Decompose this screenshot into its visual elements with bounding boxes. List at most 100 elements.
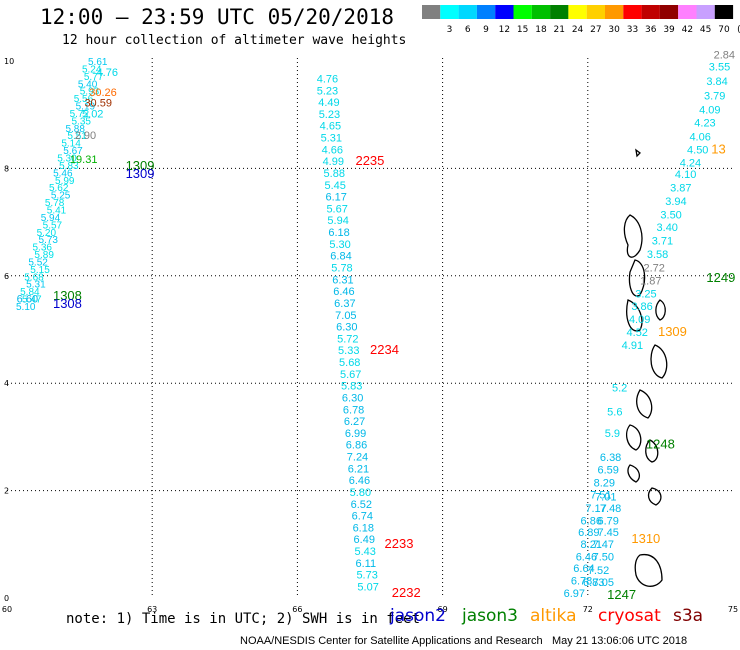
wave-height-value: 5.67 [340,369,361,381]
wave-height-value: 7.47 [593,539,614,551]
colorbar-swatch [659,5,679,19]
wave-height-value: 5.45 [325,180,346,192]
colorbar-swatch [714,5,734,19]
lat-lon-grid [7,58,733,598]
atoll-outline [636,389,653,419]
lon-tick-label: 60 [2,605,12,614]
west-track-mark: 5.35 [72,116,92,127]
atoll-outline [635,148,641,158]
colorbar-swatch [696,5,715,19]
wave-height-value: 4.76 [317,73,338,85]
wave-height-value: 4.65 [320,121,341,133]
wave-height-value: 3.94 [665,196,686,208]
legend-cryosat: cryosat [598,606,661,626]
wave-height-value: 7.05 [335,310,356,322]
wave-height-value: 6.78 [571,576,592,588]
legend-s3a: s3a [673,606,704,626]
wave-height-value: 6.38 [600,452,621,464]
west-track-mark: 5.68 [24,272,44,283]
page-title: 12:00 – 23:59 UTC 05/20/2018 [40,5,395,29]
west-track-mark: 5.77 [84,72,104,83]
wave-height-value: 4.50 [687,144,708,156]
wave-height-value: 5.78 [331,263,352,275]
colorbar-swatch [495,5,514,19]
legend-jason3: jason3 [462,606,518,626]
lat-tick-label: 2 [4,487,9,496]
wave-height-value: 5.88 [324,168,345,180]
wave-height-value: 5.6 [607,406,622,418]
wave-height-value: 4.23 [694,118,715,130]
wave-height-value: 7.01 [595,491,616,503]
wave-height-value: 3.50 [660,209,681,221]
wave-height-value: 1.87 [640,275,661,287]
atoll-outline [628,259,646,297]
west-track-mark: 5.41 [47,205,67,216]
colorbar-label: 9 [483,25,489,35]
wave-height-value: 6.30 [342,392,363,404]
atoll-outline [655,299,666,321]
west-track-mark: 5.67 [63,146,83,157]
wave-height-value: 6.86 [581,515,602,527]
west-track-mark: 5.24 [82,64,102,75]
west-track-mark: 5.89 [34,250,54,261]
wave-height-value: 5.07 [357,581,378,593]
wave-height-value: 3.40 [657,222,678,234]
colorbar-label: 24 [572,25,584,35]
west-track-mark: 5.94 [41,213,61,224]
colorbar-swatch [678,5,697,19]
pass-time-label: 2232 [392,585,421,600]
colorbar-swatch [550,5,569,19]
wave-height-value: 4.10 [675,169,696,181]
west-track-mark: 5.31 [26,280,46,291]
west-track-mark: 5.30 [57,154,77,165]
wave-height-value: 4.06 [689,131,710,143]
pass-time-label: 1309 [658,324,687,339]
west-track-mark: 5.93 [80,87,100,98]
colorbar-label: 27 [590,25,601,35]
west-track-mark: 5.20 [37,228,57,239]
wave-height-value: 3.79 [704,91,725,103]
wave-height-value: 5.43 [355,546,376,558]
wave-height-value: 7.24 [347,452,368,464]
wave-height-value: 8.29 [594,477,615,489]
wave-height-value: 5.31 [321,133,342,145]
wave-height-value: 2.90 [75,130,96,142]
wave-height-value: 6.79 [597,515,618,527]
west-track-mark: 5.25 [51,191,71,202]
wave-height-value: 5.72 [337,333,358,345]
colorbar-label: 15 [517,25,528,35]
wave-height-value: 6.78 [343,404,364,416]
wave-height-value: 6.37 [334,298,355,310]
pass-time-label: 1308 [53,288,82,303]
wave-height-value: 5.83 [341,381,362,393]
colorbar-label: 21 [554,25,565,35]
colorbar-swatch [568,5,587,19]
wave-height-value: 2.84 [714,49,735,61]
wave-height-value: 4.99 [323,156,344,168]
west-track-mark: 5.72 [70,109,90,120]
pass-time-label: 1310 [631,531,660,546]
wave-height-value: 5.67 [326,203,347,215]
lon-tick-label: 63 [147,605,157,614]
wave-height-value: 3.87 [670,182,691,194]
wave-height-value: 4.91 [622,340,643,352]
wave-height-value: 6.30 [336,322,357,334]
wave-height-value: 6.86 [346,440,367,452]
colorbar-swatch [605,5,624,19]
colorbar-label: 39 [663,25,675,35]
pass-time-label: 13 [711,141,725,156]
west-track-mark: 5.61 [88,57,108,68]
atoll-outline [626,299,643,332]
wave-height-value: 7.45 [597,527,618,539]
lon-tick-label: 75 [728,605,738,614]
wave-height-value: 6.89 [578,527,599,539]
wave-height-value: 5.23 [319,109,340,121]
colorbar-label: 70 [718,25,730,35]
wave-height-value: 7.50 [593,551,614,563]
wave-height-value: 3.71 [652,236,673,248]
wave-height-value: 2.72 [643,263,664,275]
units-note: note: 1) Time is in UTC; 2) SWH is in fe… [66,611,421,627]
wave-height-value: 6.18 [353,522,374,534]
wave-height-value: 5.94 [327,215,348,227]
wave-height-value: 4.49 [318,97,339,109]
